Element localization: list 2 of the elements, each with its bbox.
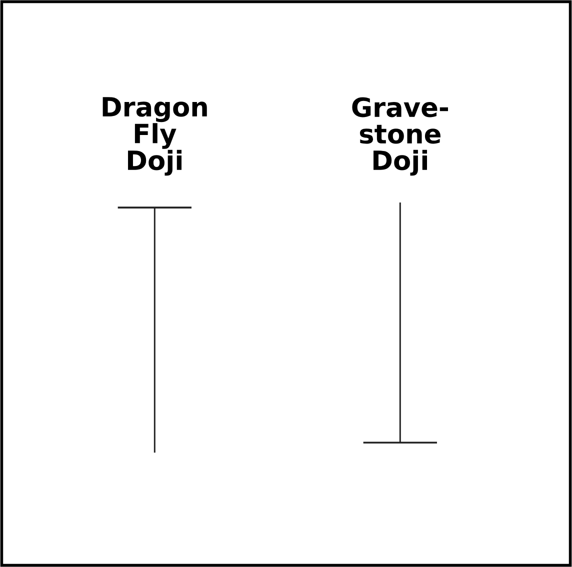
- x-tick-label: Grave- stone Doji: [352, 97, 448, 176]
- x-tick-label: Dragon Fly Doji: [102, 97, 207, 176]
